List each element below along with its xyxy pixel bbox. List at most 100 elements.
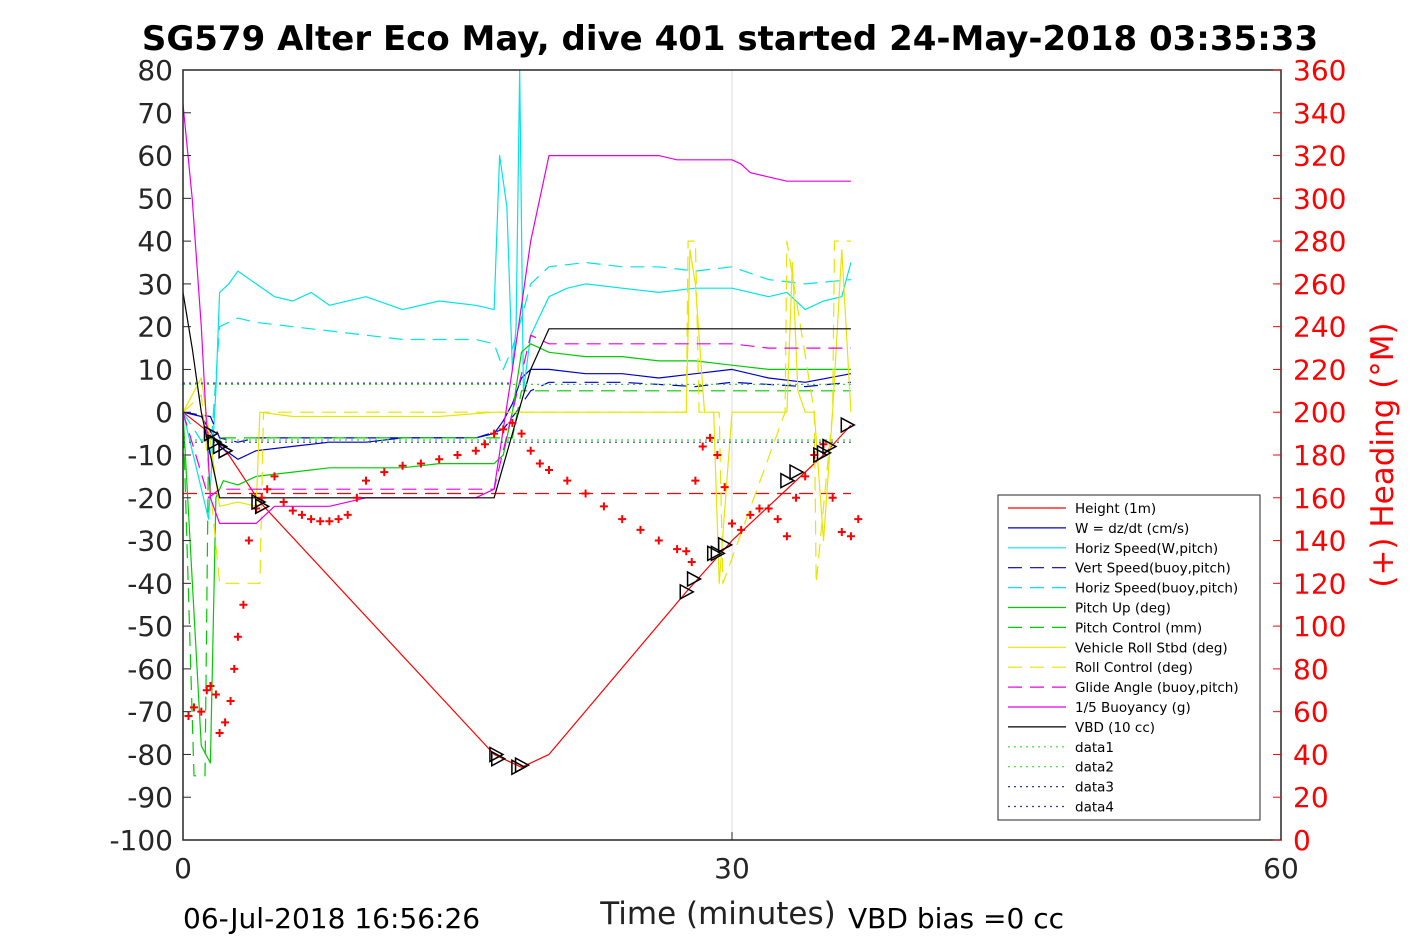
y-tick-label: -50	[127, 610, 173, 643]
heading-point	[226, 696, 235, 705]
x-axis-label: Time (minutes)	[599, 896, 835, 932]
dive-marker	[207, 433, 223, 451]
legend-label: Vehicle Roll Stbd (deg)	[1075, 640, 1228, 656]
y-tick-label: -80	[127, 738, 173, 771]
axes: 80706050403020100-10-20-30-40-50-60-70-8…	[109, 54, 1346, 885]
y2-tick-label: 340	[1293, 97, 1346, 130]
heading-point	[526, 446, 535, 455]
plot-series	[182, 69, 863, 777]
legend: Height (1m) W = dz/dt (cm/s) Horiz Speed(W…	[997, 494, 1261, 821]
legend-label: Vert Speed(buoy,pitch)	[1075, 561, 1231, 577]
heading-point	[636, 525, 645, 534]
heading-point	[197, 707, 206, 716]
dive-marker	[710, 545, 726, 562]
heading-point	[233, 632, 242, 641]
y2-tick-label: 360	[1293, 54, 1346, 87]
y-tick-label: -10	[127, 439, 173, 472]
heading-point	[737, 525, 746, 534]
y2-axis-label: (+) Heading (°M)	[1365, 322, 1401, 587]
y2-tick-label: 160	[1293, 482, 1346, 515]
y2-tick-label: 0	[1293, 824, 1311, 857]
y2-tick-label: 100	[1293, 610, 1346, 643]
dive-marker	[212, 438, 229, 455]
heading-point	[746, 510, 755, 519]
dive-marker	[679, 583, 695, 601]
y2-tick-label: 180	[1293, 439, 1346, 472]
heading-point	[773, 515, 782, 524]
dive-marker	[251, 493, 267, 511]
y2-tick-label: 60	[1293, 696, 1329, 729]
series-line-4	[182, 261, 851, 456]
y-tick-label: 40	[137, 225, 173, 258]
series-line-0	[182, 411, 852, 768]
heading-point	[279, 498, 288, 507]
heading-point	[782, 532, 791, 541]
heading-point	[352, 493, 361, 502]
heading-point	[316, 517, 325, 526]
heading-point	[435, 455, 444, 464]
heading-point	[398, 461, 407, 470]
series-line-10	[182, 104, 851, 525]
dive-marker	[218, 442, 234, 459]
heading-point	[654, 536, 663, 545]
dive-marker	[491, 750, 507, 767]
y2-tick-label: 20	[1293, 781, 1329, 814]
heading-point	[416, 459, 425, 468]
y2-tick-label: 140	[1293, 525, 1346, 558]
series-line-5	[182, 343, 851, 764]
y2-tick-label: 240	[1293, 311, 1346, 344]
y-tick-label: 30	[137, 268, 173, 301]
legend-label: VBD (10 cc)	[1075, 720, 1155, 736]
legend-label: Horiz Speed(W,pitch)	[1075, 541, 1218, 557]
heading-point	[288, 506, 297, 515]
heading-point	[343, 510, 352, 519]
heading-point	[687, 557, 696, 566]
x-tick-label: 0	[174, 852, 192, 885]
y2-tick-label: 220	[1293, 353, 1346, 386]
dive-marker	[254, 498, 271, 515]
heading-point	[517, 429, 526, 438]
y2-tick-label: 120	[1293, 567, 1346, 600]
heading-point	[244, 536, 253, 545]
heading-point	[362, 476, 370, 485]
y-tick-label: 10	[137, 353, 173, 386]
x-tick-label: 30	[714, 852, 750, 885]
legend-label: Glide Angle (buoy,pitch)	[1075, 680, 1239, 696]
dive-marker	[840, 416, 856, 434]
y-tick-label: -30	[127, 525, 173, 558]
legend-label: Pitch Up (deg)	[1075, 601, 1171, 617]
y2-tick-label: 320	[1293, 140, 1346, 173]
dive-marker	[780, 472, 796, 489]
dive-marker	[822, 438, 838, 455]
x-tick-label: 60	[1263, 852, 1299, 885]
heading-point	[239, 600, 248, 609]
y2-tick-label: 40	[1293, 738, 1329, 771]
heading-point	[230, 664, 239, 673]
legend-label: data3	[1075, 780, 1114, 796]
heading-point	[380, 468, 389, 477]
heading-point	[471, 446, 480, 455]
series-line-9	[182, 334, 851, 499]
dive-marker	[717, 536, 734, 554]
heading-point	[184, 711, 193, 720]
legend-label: data1	[1075, 740, 1114, 756]
dive-marker	[789, 463, 805, 481]
heading-point	[297, 510, 306, 519]
dive-marker	[816, 444, 833, 462]
heading-point	[307, 515, 316, 524]
heading-point	[755, 504, 764, 513]
heading-point	[215, 729, 224, 738]
legend-label: W = dz/dt (cm/s)	[1075, 521, 1189, 537]
heading-point	[828, 493, 837, 502]
heading-point	[325, 517, 334, 526]
dive-marker	[489, 746, 505, 763]
y-tick-label: -40	[127, 567, 173, 600]
dive-marker	[514, 756, 531, 774]
y-tick-label: -100	[109, 824, 173, 857]
heading-point	[618, 515, 627, 524]
legend-label: Height (1m)	[1075, 501, 1156, 517]
y-tick-label: -20	[127, 482, 173, 515]
legend-box	[997, 494, 1261, 821]
series-line-1	[182, 368, 852, 460]
